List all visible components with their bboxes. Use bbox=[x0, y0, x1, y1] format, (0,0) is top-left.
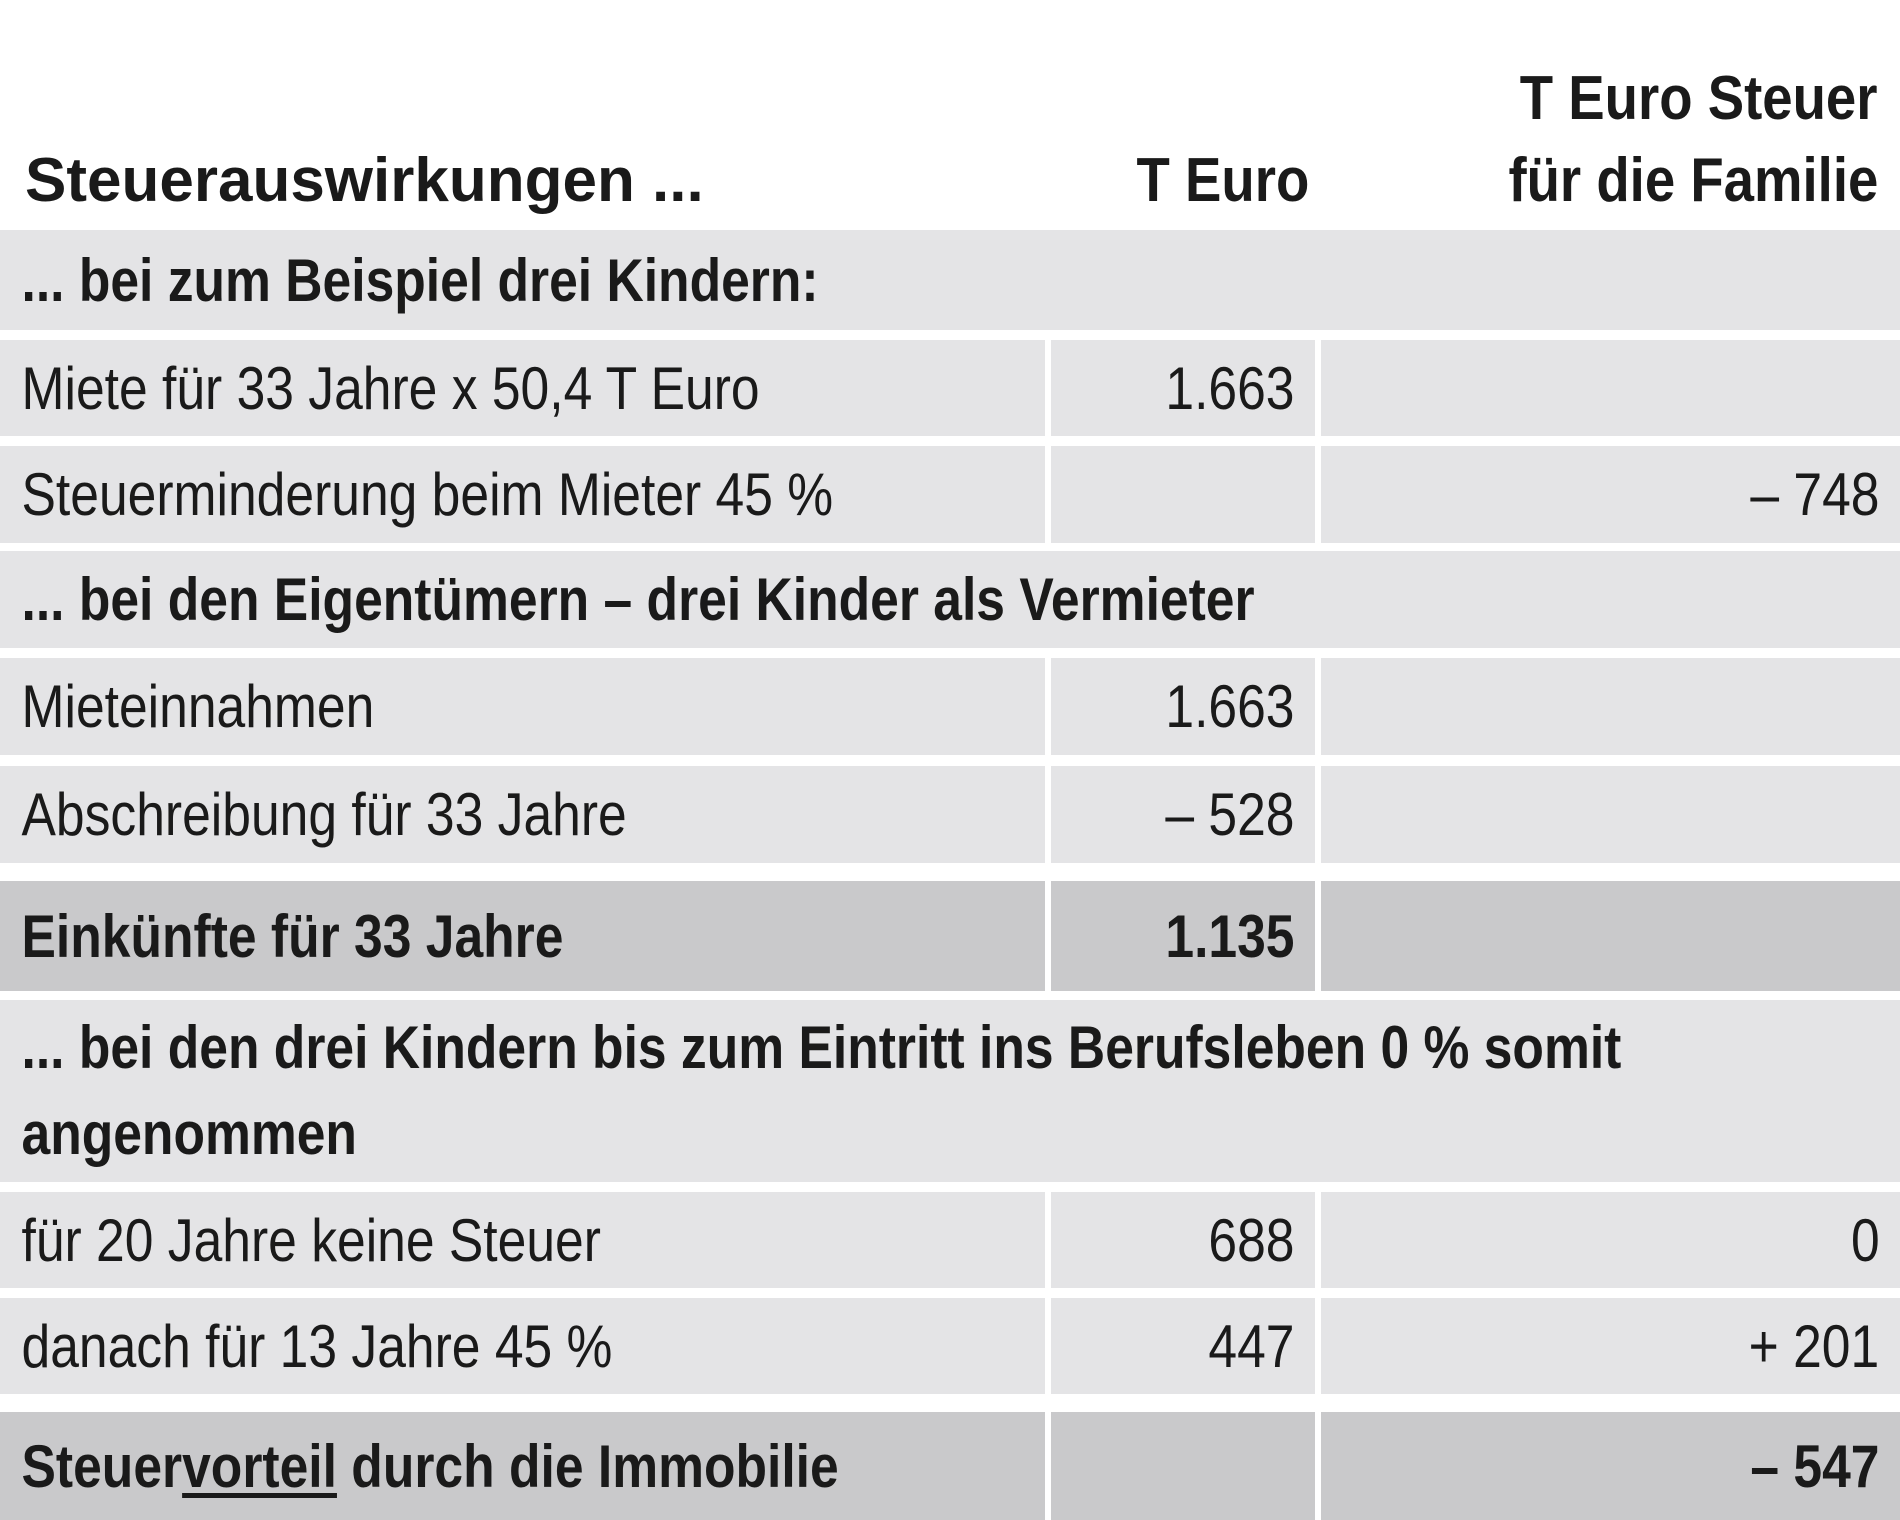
header-tax-line1: T Euro Steuer bbox=[1520, 64, 1878, 133]
total-label: Einkünfte für 33 Jahre bbox=[21, 902, 564, 970]
section-row: ... bei zum Beispiel drei Kindern: bbox=[0, 230, 1900, 330]
header-tax-line2: für die Familie bbox=[1508, 146, 1878, 215]
section-label: ... bei den Eigentümern – drei Kinder al… bbox=[21, 566, 1255, 633]
row-tax: – 748 bbox=[1750, 461, 1880, 528]
table-row: Miete für 33 Jahre x 50,4 T Euro 1.663 bbox=[0, 340, 1900, 436]
section-label: ... bei den drei Kindern bis zum Eintrit… bbox=[21, 1014, 1622, 1167]
total-row: Steuervorteil durch die Immobilie – 547 bbox=[0, 1412, 1900, 1520]
row-label: für 20 Jahre keine Steuer bbox=[21, 1206, 601, 1274]
total-tax: – 547 bbox=[1750, 1432, 1880, 1500]
total-label-pre: Steuer bbox=[21, 1432, 183, 1500]
row-tax: + 201 bbox=[1748, 1312, 1880, 1380]
table-row: Abschreibung für 33 Jahre – 528 bbox=[0, 766, 1900, 863]
row-tax: 0 bbox=[1850, 1206, 1880, 1274]
total-label-post: durch die Immobilie bbox=[336, 1432, 839, 1500]
row-label: Miete für 33 Jahre x 50,4 T Euro bbox=[21, 354, 760, 422]
table-row: für 20 Jahre keine Steuer 688 0 bbox=[0, 1192, 1900, 1288]
header-t-euro: T Euro bbox=[1136, 146, 1309, 215]
table-row: danach für 13 Jahre 45 % 447 + 201 bbox=[0, 1298, 1900, 1394]
row-euro: 688 bbox=[1208, 1206, 1295, 1274]
section-row: ... bei den Eigentümern – drei Kinder al… bbox=[0, 551, 1900, 648]
total-label: Steuervorteil durch die Immobilie bbox=[0, 1432, 839, 1501]
row-euro: 1.663 bbox=[1165, 673, 1295, 740]
section-label: ... bei zum Beispiel drei Kindern: bbox=[21, 246, 819, 314]
total-row: Einkünfte für 33 Jahre 1.135 bbox=[0, 881, 1900, 991]
row-label: Steuerminderung beim Mieter 45 % bbox=[21, 461, 834, 528]
row-euro: – 528 bbox=[1165, 781, 1295, 848]
table-row: Steuerminderung beim Mieter 45 % – 748 bbox=[0, 446, 1900, 543]
row-label: Abschreibung für 33 Jahre bbox=[21, 781, 627, 848]
row-euro: 1.663 bbox=[1165, 354, 1295, 422]
total-euro: 1.135 bbox=[1165, 902, 1295, 970]
row-label: danach für 13 Jahre 45 % bbox=[21, 1312, 613, 1380]
row-label: Mieteinnahmen bbox=[21, 673, 375, 740]
table-row: Mieteinnahmen 1.663 bbox=[0, 658, 1900, 755]
total-label-underlined: vorteil bbox=[182, 1432, 337, 1500]
header-description: Steuerauswirkungen ... bbox=[25, 146, 704, 215]
section-row: ... bei den drei Kindern bis zum Eintrit… bbox=[0, 1000, 1900, 1182]
row-euro: 447 bbox=[1208, 1312, 1295, 1380]
